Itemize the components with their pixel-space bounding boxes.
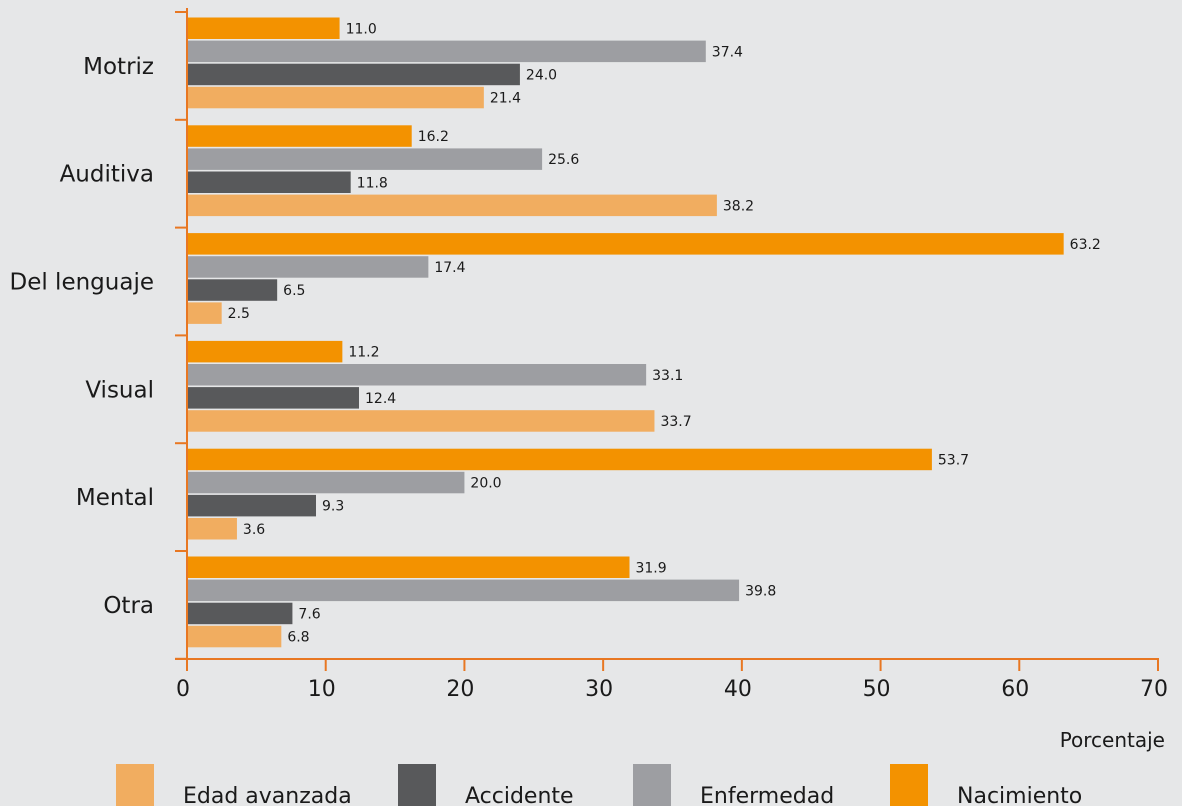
value-label-del-lenguaje-nacimiento: 63.2: [1070, 237, 1101, 253]
x-tick-labels-group: 0 10 20 30 40 50 60 70: [176, 677, 1168, 702]
category-label-mental: Mental: [76, 485, 154, 511]
bar-motriz-nacimiento: [187, 18, 340, 40]
bar-del-lenguaje-enfermedad: [187, 256, 428, 278]
legend-swatch-enfermedad: [633, 764, 671, 806]
bar-mental-edad-avanzada: [187, 518, 237, 540]
category-label-motriz: Motriz: [83, 54, 154, 80]
bar-visual-accidente: [187, 387, 359, 409]
bar-del-lenguaje-accidente: [187, 279, 277, 301]
bar-auditiva-nacimiento: [187, 125, 412, 147]
category-label-otra: Otra: [103, 593, 154, 619]
value-labels-group: 11.0 37.4 24.0 21.4 16.2 25.6 11.8 38.2 63.2 17.4…: [228, 21, 1101, 645]
legend-label-edad-avanzada: Edad avanzada: [183, 784, 352, 806]
bar-auditiva-edad-avanzada: [187, 195, 717, 217]
x-tick-label: 50: [863, 677, 891, 702]
bar-motriz-edad-avanzada: [187, 87, 484, 109]
category-label-visual: Visual: [85, 377, 154, 403]
value-label-mental-edad-avanzada: 3.6: [243, 522, 265, 538]
bar-mental-enfermedad: [187, 472, 464, 494]
bar-mental-nacimiento: [187, 449, 932, 471]
value-label-motriz-edad-avanzada: 21.4: [490, 91, 521, 107]
category-labels-group: Motriz Auditiva Del lenguaje Visual Mental Ot…: [10, 54, 155, 619]
value-label-otra-accidente: 7.6: [298, 606, 320, 622]
value-label-auditiva-edad-avanzada: 38.2: [723, 198, 754, 214]
value-label-visual-accidente: 12.4: [365, 391, 396, 407]
bar-motriz-enfermedad: [187, 41, 706, 63]
bar-auditiva-accidente: [187, 172, 351, 194]
value-label-auditiva-nacimiento: 16.2: [418, 129, 449, 145]
x-tick-label: 10: [308, 677, 336, 702]
value-label-auditiva-accidente: 11.8: [357, 175, 388, 191]
value-label-motriz-accidente: 24.0: [526, 67, 557, 83]
x-tick-label: 0: [176, 677, 190, 702]
value-label-otra-nacimiento: 31.9: [635, 560, 666, 576]
bar-otra-enfermedad: [187, 580, 739, 602]
legend-swatch-accidente: [398, 764, 436, 806]
category-label-del-lenguaje: Del lenguaje: [10, 270, 155, 296]
value-label-visual-enfermedad: 33.1: [652, 368, 683, 384]
value-label-otra-edad-avanzada: 6.8: [287, 630, 309, 646]
value-label-mental-accidente: 9.3: [322, 499, 344, 515]
x-tick-label: 40: [724, 677, 752, 702]
value-label-motriz-enfermedad: 37.4: [712, 44, 743, 60]
value-label-visual-nacimiento: 11.2: [348, 345, 379, 361]
bar-auditiva-enfermedad: [187, 148, 542, 170]
value-label-mental-nacimiento: 53.7: [938, 452, 969, 468]
value-label-motriz-nacimiento: 11.0: [346, 21, 377, 37]
value-label-del-lenguaje-accidente: 6.5: [283, 283, 305, 299]
bar-otra-accidente: [187, 603, 292, 625]
legend-swatch-edad-avanzada: [116, 764, 154, 806]
bar-visual-nacimiento: [187, 341, 342, 363]
value-label-auditiva-enfermedad: 25.6: [548, 152, 579, 168]
bar-mental-accidente: [187, 495, 316, 517]
x-tick-label: 60: [1001, 677, 1029, 702]
x-axis-title: Porcentaje: [1060, 728, 1165, 752]
value-label-mental-enfermedad: 20.0: [470, 476, 501, 492]
bar-del-lenguaje-nacimiento: [187, 233, 1064, 255]
legend-swatch-nacimiento: [890, 764, 928, 806]
legend-label-accidente: Accidente: [465, 784, 574, 806]
bar-otra-nacimiento: [187, 557, 629, 579]
bar-visual-edad-avanzada: [187, 410, 654, 432]
value-label-otra-enfermedad: 39.8: [745, 583, 776, 599]
bar-motriz-accidente: [187, 64, 520, 85]
legend-label-enfermedad: Enfermedad: [700, 784, 834, 806]
x-tick-label: 20: [446, 677, 474, 702]
bar-visual-enfermedad: [187, 364, 646, 386]
x-tick-label: 30: [585, 677, 613, 702]
bar-otra-edad-avanzada: [187, 626, 281, 648]
value-label-del-lenguaje-edad-avanzada: 2.5: [228, 306, 250, 322]
value-label-visual-edad-avanzada: 33.7: [660, 414, 691, 430]
bars-group: [187, 18, 1064, 648]
x-tick-label: 70: [1140, 677, 1168, 702]
legend-label-nacimiento: Nacimiento: [957, 784, 1082, 806]
bar-del-lenguaje-edad-avanzada: [187, 302, 222, 324]
category-label-auditiva: Auditiva: [60, 162, 154, 188]
value-label-del-lenguaje-enfermedad: 17.4: [434, 260, 465, 276]
legend: Edad avanzada Accidente Enfermedad Nacimien…: [116, 764, 1082, 806]
